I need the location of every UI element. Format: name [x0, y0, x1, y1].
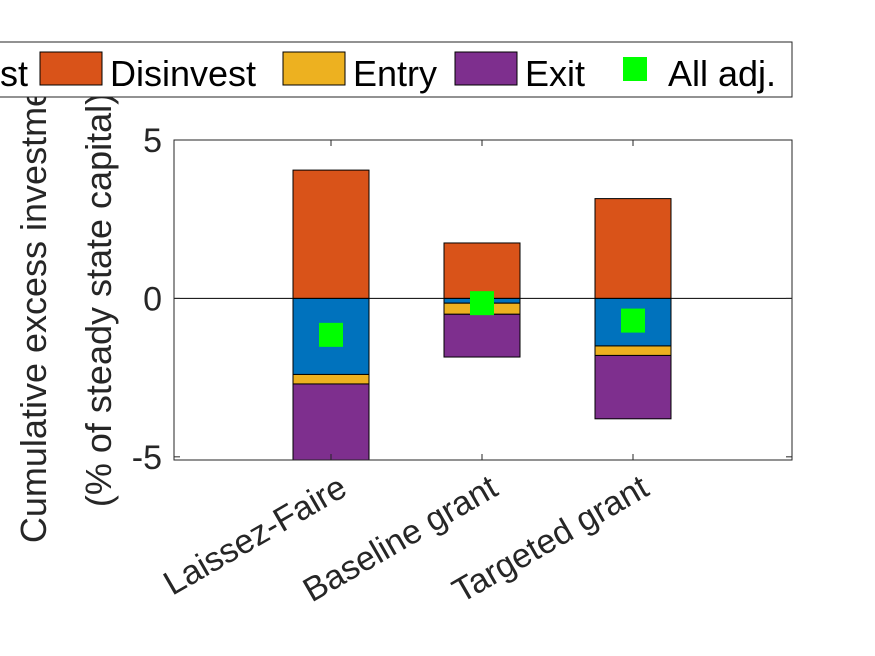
legend-swatch-disinvest	[39, 51, 103, 86]
bar-exit-3	[594, 354, 672, 420]
y-tick-label: 0	[143, 280, 162, 318]
y-tick-label: 5	[143, 122, 162, 160]
legend-swatch-entry	[282, 51, 346, 86]
legend-label-all-adj: All adj.	[668, 53, 776, 94]
legend-marker-all-adj	[623, 57, 647, 81]
bar-entry-1	[292, 373, 370, 385]
legend-label-exit: Exit	[525, 53, 585, 94]
y-tick-label: -5	[132, 439, 162, 477]
legend-box	[0, 41, 793, 98]
bar-exit-2	[443, 313, 521, 358]
legend-label-disinvest: Disinvest	[110, 53, 256, 94]
y-axis-label: Cumulative excess investment (% of stead…	[13, 57, 119, 543]
marker-all-adj-3	[621, 308, 645, 333]
axes-box	[173, 139, 793, 461]
bar-entry-3	[594, 345, 672, 356]
legend-swatch-exit	[454, 51, 518, 86]
bar-disinvest-1	[292, 169, 370, 299]
bar-exit-1	[292, 383, 370, 460]
y-axis-label-line1: Cumulative excess investment	[13, 57, 54, 543]
marker-all-adj-1	[319, 322, 343, 347]
legend-label-entry: Entry	[353, 53, 437, 94]
marker-all-adj-2	[470, 291, 494, 316]
legend-label-invest-partial: st	[0, 53, 28, 94]
bar-disinvest-2	[443, 242, 521, 299]
bar-disinvest-3	[594, 198, 672, 299]
legend: st Disinvest Entry Exit All adj.	[0, 41, 793, 98]
y-axis-label-line2: (% of steady state capital)	[78, 93, 119, 507]
